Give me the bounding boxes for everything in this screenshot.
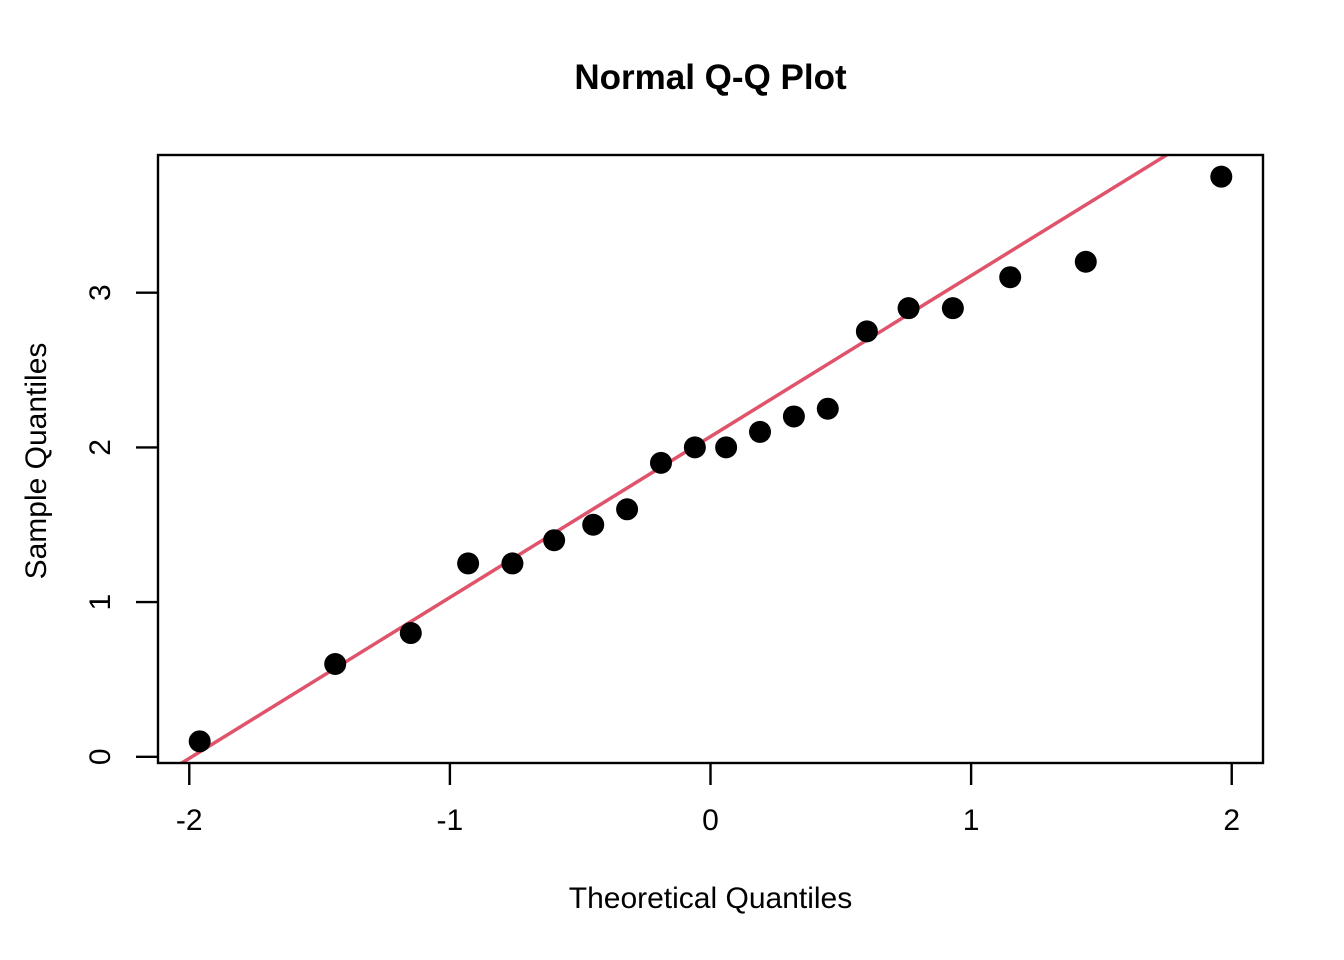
x-axis-tick-label: -2 — [176, 804, 203, 837]
x-axis-tick-label: 0 — [702, 804, 719, 837]
x-axis-tick-label: 2 — [1223, 804, 1240, 837]
data-point — [782, 405, 805, 428]
y-axis-tick-label: 2 — [84, 439, 117, 456]
y-axis-tick-label: 1 — [84, 594, 117, 611]
data-point — [649, 451, 672, 474]
data-point — [999, 266, 1022, 289]
data-point — [543, 529, 566, 552]
x-axis-tick-label: 1 — [963, 804, 980, 837]
data-point — [715, 436, 738, 459]
data-point — [324, 652, 347, 675]
chart-title: Normal Q-Q Plot — [574, 58, 847, 97]
data-point — [1210, 165, 1233, 188]
data-point — [582, 513, 605, 536]
data-point — [1074, 250, 1097, 273]
y-axis-tick-label: 0 — [84, 748, 117, 765]
data-point — [897, 297, 920, 320]
data-point — [941, 297, 964, 320]
data-point — [816, 397, 839, 420]
x-axis-label: Theoretical Quantiles — [568, 882, 853, 915]
data-point — [501, 552, 524, 575]
data-point — [399, 622, 422, 645]
x-axis-tick-label: -1 — [437, 804, 464, 837]
data-point — [749, 420, 772, 443]
y-axis-label: Sample Quantiles — [20, 342, 53, 580]
data-point — [683, 436, 706, 459]
data-point — [616, 498, 639, 521]
data-point — [855, 320, 878, 343]
qq-reference-line — [178, 155, 1170, 763]
plot-box — [156, 153, 1265, 765]
data-point — [457, 552, 480, 575]
y-axis-tick-label: 3 — [84, 284, 117, 301]
data-point — [188, 730, 211, 753]
